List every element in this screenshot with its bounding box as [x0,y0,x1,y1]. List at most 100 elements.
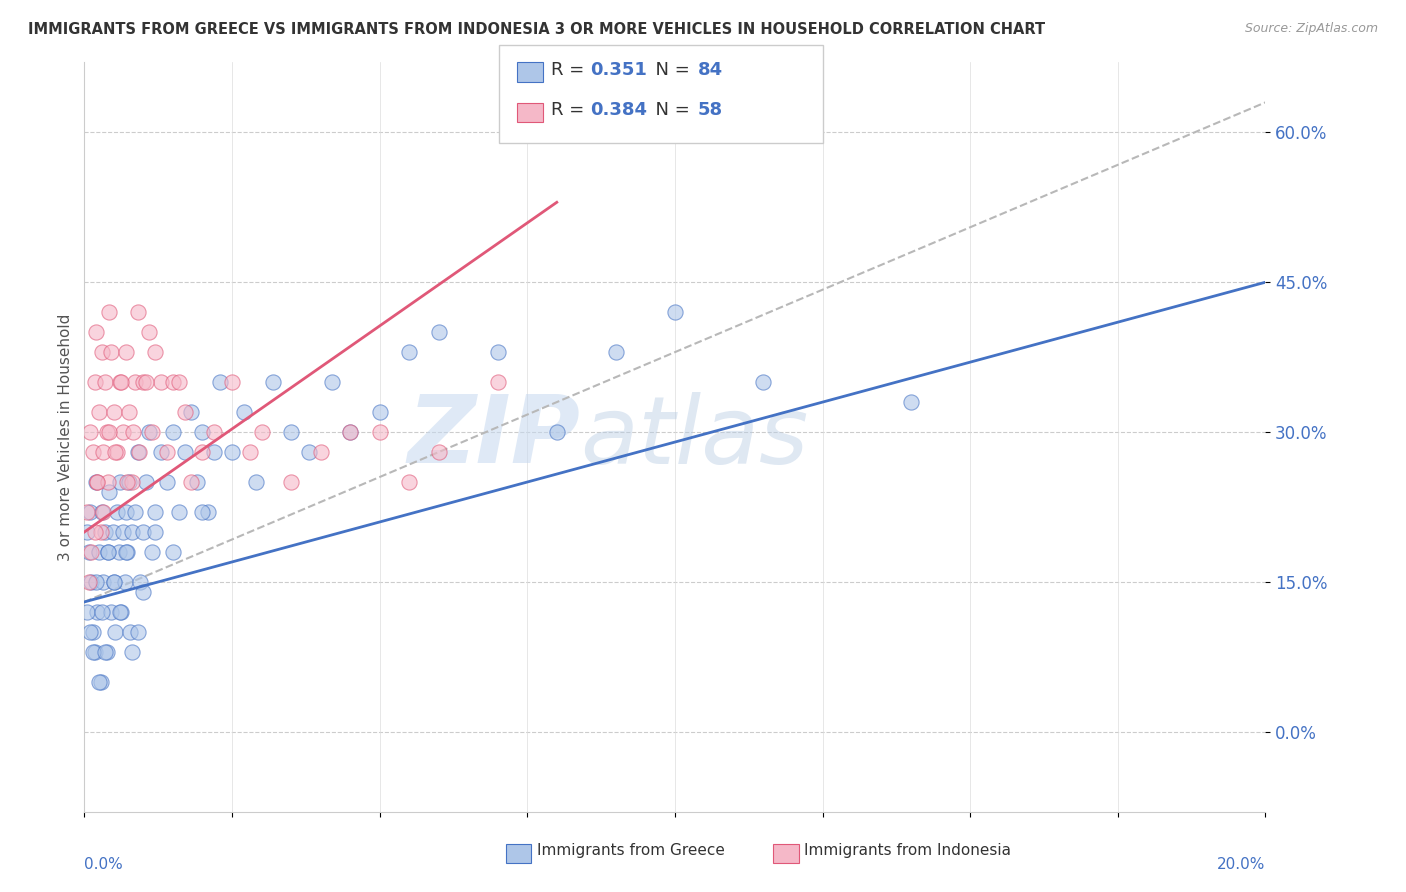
Point [86,475,108,489]
Point [91,574,114,589]
Point [486,375,509,389]
Point [79,425,101,439]
Point [79,505,101,519]
Point [486,345,509,359]
Point [221,445,243,459]
Point [98,425,121,439]
Text: R =: R = [551,101,591,119]
Point [262,375,284,389]
Point [98,485,121,500]
Point [76,605,98,619]
Point [84,524,107,539]
Point [202,425,225,439]
Point [86,475,108,489]
Point [191,445,214,459]
Point [103,574,125,589]
Point [82,445,104,459]
Point [77,574,100,589]
Text: Source: ZipAtlas.com: Source: ZipAtlas.com [1244,22,1378,36]
Point [114,545,136,559]
Point [546,425,568,439]
Point [110,375,132,389]
Point [232,405,254,419]
Point [118,405,141,419]
Point [135,475,157,489]
Point [129,574,152,589]
Point [138,325,160,339]
Point [250,425,273,439]
Point [167,375,190,389]
Point [127,624,149,639]
Point [280,425,302,439]
Point [124,505,146,519]
Point [221,375,243,389]
Point [84,645,107,659]
Point [132,585,155,599]
Point [141,425,163,439]
Point [180,475,202,489]
Point [114,345,136,359]
Text: N =: N = [644,61,696,78]
Point [162,425,184,439]
Point [115,475,138,489]
Point [167,505,190,519]
Point [98,305,121,319]
Text: Immigrants from Indonesia: Immigrants from Indonesia [804,843,1011,858]
Point [108,375,131,389]
Point [100,345,122,359]
Point [114,505,136,519]
Point [91,605,114,619]
Point [82,624,104,639]
Point [127,445,149,459]
Point [108,605,131,619]
Point [120,624,142,639]
Point [90,524,112,539]
Point [121,425,143,439]
Point [97,475,120,489]
Point [105,445,128,459]
Text: atlas: atlas [581,392,808,483]
Point [162,545,184,559]
Point [186,475,208,489]
Point [103,405,125,419]
Point [96,425,118,439]
Point [86,605,108,619]
Point [143,524,166,539]
Point [150,445,173,459]
Point [118,475,141,489]
Point [191,505,214,519]
Point [143,345,166,359]
Text: 0.351: 0.351 [591,61,647,78]
Point [121,524,143,539]
Point [124,375,146,389]
Text: 58: 58 [697,101,723,119]
Point [76,524,98,539]
Point [103,574,125,589]
Point [398,475,420,489]
Point [309,445,332,459]
Point [427,445,450,459]
Point [121,645,143,659]
Point [202,445,225,459]
Point [87,545,111,559]
Point [91,345,114,359]
Point [132,375,155,389]
Point [94,375,117,389]
Point [339,425,361,439]
Point [87,674,111,689]
Point [80,545,103,559]
Point [97,545,120,559]
Text: 20.0%: 20.0% [1218,856,1265,871]
Text: N =: N = [644,101,696,119]
Text: Immigrants from Greece: Immigrants from Greece [537,843,725,858]
Point [91,505,114,519]
Point [245,475,267,489]
Point [104,624,127,639]
Point [368,425,391,439]
Text: IMMIGRANTS FROM GREECE VS IMMIGRANTS FROM INDONESIA 3 OR MORE VEHICLES IN HOUSEH: IMMIGRANTS FROM GREECE VS IMMIGRANTS FRO… [28,22,1045,37]
Point [104,445,127,459]
Point [105,505,128,519]
Point [111,524,134,539]
Point [321,375,343,389]
Point [96,645,118,659]
